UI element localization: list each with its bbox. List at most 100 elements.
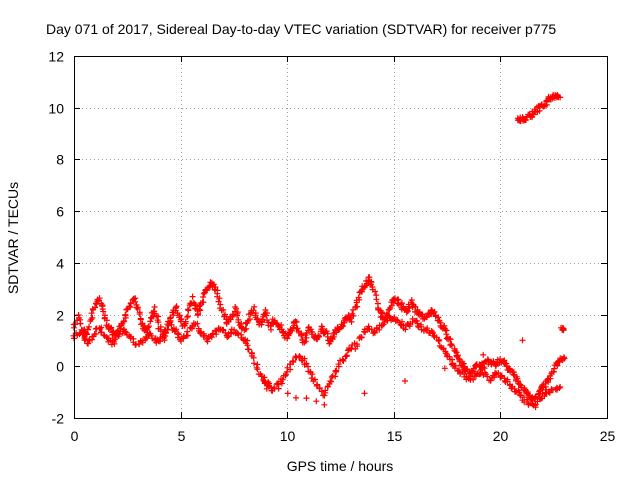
data-point <box>81 335 88 341</box>
data-point <box>77 320 84 327</box>
x-tick-label: 20 <box>493 428 509 444</box>
data-point <box>194 320 201 327</box>
data-point <box>532 402 539 409</box>
data-point <box>517 392 524 399</box>
data-point <box>157 335 164 341</box>
data-point <box>470 376 477 383</box>
data-point <box>322 387 329 394</box>
data-point <box>121 318 128 324</box>
data-point <box>96 297 102 304</box>
data-point <box>296 353 303 360</box>
data-point <box>246 316 253 323</box>
data-point <box>402 326 409 333</box>
data-point <box>168 321 175 328</box>
data-point <box>204 287 211 294</box>
data-point <box>321 401 328 408</box>
data-point <box>263 385 270 392</box>
data-point <box>335 361 342 368</box>
data-point <box>136 311 143 317</box>
data-point <box>134 304 141 311</box>
data-point <box>88 310 95 317</box>
data-point <box>368 279 375 286</box>
data-point <box>204 338 211 345</box>
data-point <box>315 332 322 339</box>
data-point <box>362 329 368 336</box>
grid <box>74 56 607 418</box>
data-point <box>220 306 227 313</box>
data-point <box>92 304 98 311</box>
data-point <box>560 327 567 334</box>
data-point <box>530 111 537 118</box>
data-point <box>196 303 203 310</box>
x-tick-label: 15 <box>387 428 403 444</box>
data-point <box>197 307 204 314</box>
data-point <box>292 318 299 325</box>
y-tick-label: 12 <box>48 49 64 65</box>
data-point <box>247 310 254 317</box>
data-point <box>298 332 305 339</box>
x-tick-label: 10 <box>280 428 296 444</box>
data-point <box>245 346 252 353</box>
data-point <box>340 319 347 326</box>
data-point <box>251 360 257 367</box>
data-point <box>343 352 350 359</box>
data-point <box>251 303 258 310</box>
data-point <box>293 394 299 401</box>
y-tick-label: 2 <box>56 308 64 324</box>
data-point <box>373 296 380 303</box>
data-point <box>173 304 180 311</box>
data-point <box>250 354 257 361</box>
data-point <box>490 358 497 365</box>
data-point <box>328 378 335 385</box>
x-axis-title: GPS time / hours <box>287 458 394 474</box>
data-point <box>319 325 326 332</box>
data-point <box>284 390 291 397</box>
data-point <box>234 309 241 316</box>
data-point <box>145 323 152 330</box>
data-point <box>316 333 322 340</box>
data-point <box>301 355 308 362</box>
data-point <box>122 328 129 335</box>
data-point <box>147 318 154 325</box>
data-point <box>122 312 129 319</box>
data-point <box>314 381 321 388</box>
data-point <box>72 321 79 328</box>
data-point <box>448 342 455 349</box>
data-point <box>100 308 107 315</box>
data-point <box>80 331 87 338</box>
data-point <box>532 401 539 408</box>
data-point <box>175 331 182 338</box>
data-point <box>452 348 459 355</box>
data-point <box>200 290 207 297</box>
data-point <box>294 325 301 332</box>
data-point <box>200 299 207 306</box>
data-point <box>155 319 162 326</box>
data-point <box>358 334 365 341</box>
data-point <box>431 308 438 315</box>
data-point <box>176 312 183 319</box>
data-point <box>510 371 517 378</box>
data-point <box>541 103 548 110</box>
data-point <box>85 340 92 347</box>
data-point <box>424 314 430 321</box>
data-point <box>116 331 123 338</box>
data-point <box>406 305 413 312</box>
data-point <box>514 378 521 384</box>
data-point <box>557 384 564 390</box>
data-point <box>328 374 335 381</box>
data-point <box>524 396 531 403</box>
data-point <box>355 294 362 301</box>
data-point <box>321 392 328 399</box>
data-point <box>108 324 115 331</box>
data-point <box>318 388 325 395</box>
data-point <box>197 329 204 336</box>
data-point <box>371 329 378 336</box>
data-point <box>184 306 191 313</box>
data-point <box>349 310 356 317</box>
data-point <box>216 295 223 302</box>
y-tick-label: 0 <box>56 359 64 375</box>
data-point <box>234 312 240 319</box>
data-point <box>112 335 119 341</box>
y-tick-label: 8 <box>56 152 64 168</box>
